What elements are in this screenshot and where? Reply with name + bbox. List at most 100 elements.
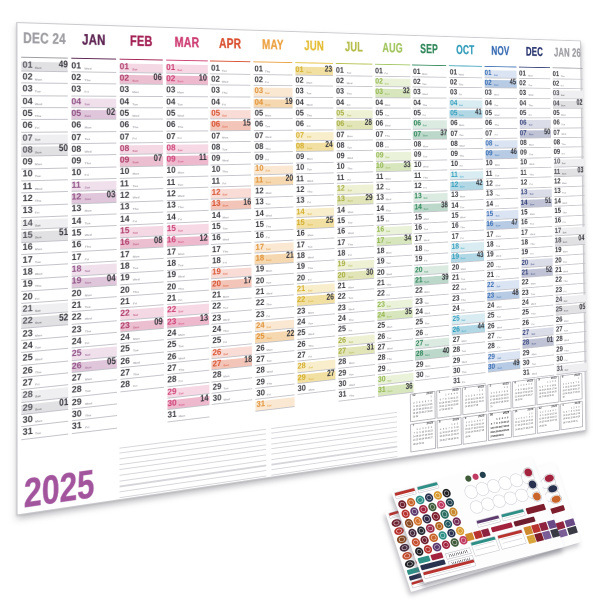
month-column: MAR 01 Sat 02 Sun 10 03 Mon 04 Tue 05 Wed 06 Thu 07 Fri… xyxy=(165,28,210,424)
day-number: 31 xyxy=(72,420,83,432)
day-weekday-label: Sun xyxy=(265,102,271,107)
day-number: 08 xyxy=(450,139,458,148)
day-weekday-label: Sun xyxy=(84,364,92,370)
day-weekday-label: Mon xyxy=(346,134,353,139)
week-number: 18 xyxy=(243,354,252,366)
day-number: 05 xyxy=(120,108,130,118)
day-weekday-label: Wed xyxy=(178,274,186,280)
week-number: 38 xyxy=(440,200,448,211)
day-weekday-label: Sat xyxy=(222,192,228,197)
day-cell: 05 Thu xyxy=(21,108,69,121)
day-number: 10 xyxy=(450,159,458,169)
sticker-inner-ring xyxy=(420,506,427,513)
week-number: 05 xyxy=(579,302,586,312)
day-weekday-label: Mon xyxy=(425,363,431,368)
day-number: 01 xyxy=(210,62,220,73)
day-weekday-label: Mon xyxy=(422,71,428,76)
day-number: 25 xyxy=(72,347,83,359)
day-number: 28 xyxy=(297,361,307,371)
day-number: 22 xyxy=(255,297,265,308)
day-number: 22 xyxy=(521,277,529,287)
day-number: 07 xyxy=(485,128,493,137)
day-number: 30 xyxy=(167,397,177,409)
day-cell: 01 Sun 49 xyxy=(21,59,69,73)
day-weekday-label: Wed xyxy=(35,271,43,277)
day-number: 19 xyxy=(166,269,177,280)
day-number: 26 xyxy=(22,364,33,376)
day-number: 07 xyxy=(336,129,345,139)
day-weekday-label: Sun xyxy=(494,153,500,157)
sticker-circle xyxy=(448,506,459,518)
day-weekday-label: Thu xyxy=(264,69,271,73)
day-weekday-label: Fri xyxy=(84,257,90,262)
day-number: 15 xyxy=(450,211,459,220)
day-weekday-label: Sun xyxy=(461,328,467,333)
week-number: 30 xyxy=(366,267,374,278)
day-number: 24 xyxy=(167,327,177,339)
week-number: 16 xyxy=(242,196,251,208)
day-weekday-label: Sun xyxy=(495,224,501,228)
day-number: 04 xyxy=(519,98,527,107)
day-number: 27 xyxy=(72,372,83,383)
day-weekday-label: Mon xyxy=(307,233,314,238)
day-cell: 01 Tue xyxy=(335,65,373,77)
day-weekday-label: Thu xyxy=(563,279,568,284)
sticker-inner-ring xyxy=(414,518,422,525)
day-weekday-label: Thu xyxy=(561,142,567,146)
sticker-inner-ring xyxy=(430,534,437,541)
day-weekday-label: Mon xyxy=(495,234,501,238)
day-weekday-label: Sun xyxy=(132,242,139,247)
day-weekday-label: Thu xyxy=(530,312,536,316)
day-number: 01 xyxy=(71,60,82,71)
day-number: 19 xyxy=(72,275,83,287)
day-weekday-label: Sat xyxy=(223,272,229,277)
day-weekday-label: Sun xyxy=(385,166,391,170)
day-cell: 02 Sun 06 xyxy=(119,73,163,86)
day-weekday-label: Fri xyxy=(459,164,463,168)
day-number: 20 xyxy=(521,257,529,267)
day-weekday-label: Fri xyxy=(266,392,271,397)
sticker-inner-ring xyxy=(405,520,413,527)
day-number: 11 xyxy=(375,171,384,181)
day-weekday-label: Wed xyxy=(84,401,93,406)
day-weekday-label: Sat xyxy=(132,148,138,153)
day-weekday-label: Sun xyxy=(34,65,42,70)
day-weekday-label: Thu xyxy=(266,302,272,307)
day-weekday-label: Tue xyxy=(527,83,533,87)
day-number: 15 xyxy=(22,229,33,241)
day-weekday-label: Sat xyxy=(84,268,91,274)
day-weekday-label: Sat xyxy=(307,211,312,216)
day-number: 18 xyxy=(22,266,33,278)
day-number: 14 xyxy=(554,196,561,205)
day-weekday-label: Tue xyxy=(423,227,429,232)
day-cell: 08 Tue xyxy=(210,141,252,154)
day-weekday-label: Fri xyxy=(178,136,183,141)
day-weekday-label: Thu xyxy=(84,328,92,334)
day-weekday-label: Thu xyxy=(266,381,273,386)
day-weekday-label: Fri xyxy=(222,181,227,186)
day-rows: 01 Wed 02 Thu 03 Fri 04 Sat 05 Sun 41 06 Mon 07 Tue 08 W… xyxy=(449,67,486,388)
day-weekday-label: Sat xyxy=(307,288,313,293)
day-number: 14 xyxy=(450,200,459,210)
sticker-ring-circle xyxy=(549,494,562,505)
day-weekday-label: Sat xyxy=(306,135,312,139)
day-weekday-label: Sun xyxy=(223,363,230,368)
day-weekday-label: Tue xyxy=(348,296,353,301)
mini-calendar-grid: 1 2 3 4 5 6 7 8 9 10 11 12 13 14 15 16 17 18 19 20 21 22 23 24 2… xyxy=(463,389,486,411)
day-cell: 05 Fri xyxy=(519,108,551,119)
day-number: 06 xyxy=(519,118,527,127)
day-cell: 05 Thu xyxy=(295,108,334,120)
day-number: 27 xyxy=(255,354,265,365)
day-weekday-label: Fri xyxy=(35,211,40,216)
day-weekday-label: Wed xyxy=(265,135,272,140)
day-number: 11 xyxy=(485,169,493,178)
day-weekday-label: Sun xyxy=(459,113,464,117)
day-weekday-label: Fri xyxy=(347,177,351,182)
day-weekday-label: Sun xyxy=(131,78,139,83)
day-weekday-label: Fri xyxy=(563,289,567,294)
day-number: 29 xyxy=(338,367,347,378)
day-weekday-label: Sat xyxy=(179,390,185,396)
day-weekday-label: Thu xyxy=(307,189,313,194)
day-weekday-label: Sat xyxy=(266,403,272,408)
day-weekday-label: Sun xyxy=(424,280,430,284)
